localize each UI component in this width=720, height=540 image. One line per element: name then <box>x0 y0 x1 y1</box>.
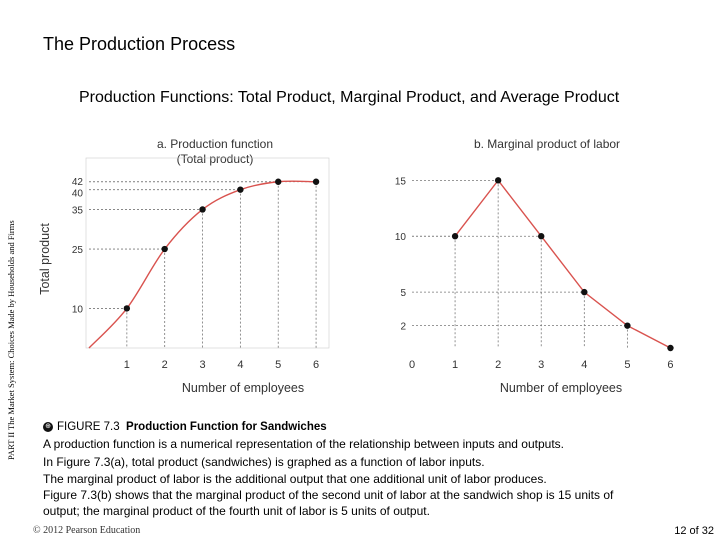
data-point <box>451 233 459 240</box>
page-number: 12 of 32 <box>674 525 714 537</box>
data-point <box>494 177 502 184</box>
chart-a-xlabel: Number of employees <box>182 381 304 395</box>
x-tick-label: 4 <box>581 359 587 371</box>
data-point <box>538 233 545 240</box>
x-tick-label: 3 <box>199 359 205 371</box>
data-point <box>199 206 206 213</box>
data-point <box>275 178 282 185</box>
caption-line: output; the marginal product of the four… <box>43 504 430 518</box>
figure-title: Production Function for Sandwiches <box>126 421 327 433</box>
series-line <box>454 179 671 349</box>
caption-line: Figure 7.3(b) shows that the marginal pr… <box>43 488 614 502</box>
chart-a-ylabel: Total product <box>38 223 52 295</box>
y-tick-label: 10 <box>72 304 84 315</box>
chart-a-frame <box>85 157 330 349</box>
x-tick-label: 2 <box>495 359 501 371</box>
chart-b-title: b. Marginal product of labor <box>474 137 620 151</box>
x-tick-label: 6 <box>313 359 319 371</box>
x-tick-label: 6 <box>667 359 673 371</box>
figure-heading: ⊕ FIGURE 7.3 Production Function for Sand… <box>43 421 327 433</box>
x-tick-label: 4 <box>237 359 243 371</box>
y-tick-label: 25 <box>72 245 84 256</box>
data-point <box>667 344 674 352</box>
slide-subtitle: Production Functions: Total Product, Mar… <box>79 89 620 106</box>
y-tick-label: 2 <box>400 322 406 333</box>
x-tick-label: 0 <box>409 359 415 371</box>
y-tick-label: 42 <box>72 177 84 188</box>
data-point <box>161 245 168 253</box>
chart-total-product: a. Production function (Total product) T… <box>38 137 330 395</box>
y-tick-label: 10 <box>395 232 407 243</box>
data-point <box>123 305 131 312</box>
y-tick-label: 35 <box>72 205 84 216</box>
y-tick-label: 5 <box>400 288 406 299</box>
x-tick-label: 3 <box>538 359 544 371</box>
x-tick-label: 2 <box>162 359 168 371</box>
figure-number: FIGURE 7.3 <box>57 421 120 433</box>
data-point <box>237 186 244 193</box>
x-tick-label: 1 <box>124 359 130 371</box>
chart-b-xlabel: Number of employees <box>500 381 622 395</box>
chart-a-title: a. Production function <box>157 137 273 151</box>
data-point <box>624 322 631 329</box>
charts-figure: a. Production function (Total product) T… <box>38 137 674 395</box>
caption-line: The marginal product of labor is the add… <box>43 472 547 486</box>
copyright: © 2012 Pearson Education <box>33 525 141 536</box>
figure-icon: ⊕ <box>43 421 53 432</box>
caption-line: A production function is a numerical rep… <box>43 437 564 451</box>
slide-title: The Production Process <box>43 34 236 54</box>
data-point <box>312 178 320 185</box>
x-tick-label: 5 <box>275 359 281 371</box>
x-tick-label: 1 <box>452 359 458 371</box>
y-tick-label: 40 <box>72 189 84 200</box>
y-tick-label: 15 <box>395 176 407 187</box>
x-tick-label: 5 <box>624 359 630 371</box>
chart-a-subtitle: (Total product) <box>177 152 254 166</box>
chart-marginal-product: b. Marginal product of labor Number of e… <box>395 137 674 395</box>
caption-line: In Figure 7.3(a), total product (sandwic… <box>43 455 485 469</box>
data-point <box>581 288 588 296</box>
